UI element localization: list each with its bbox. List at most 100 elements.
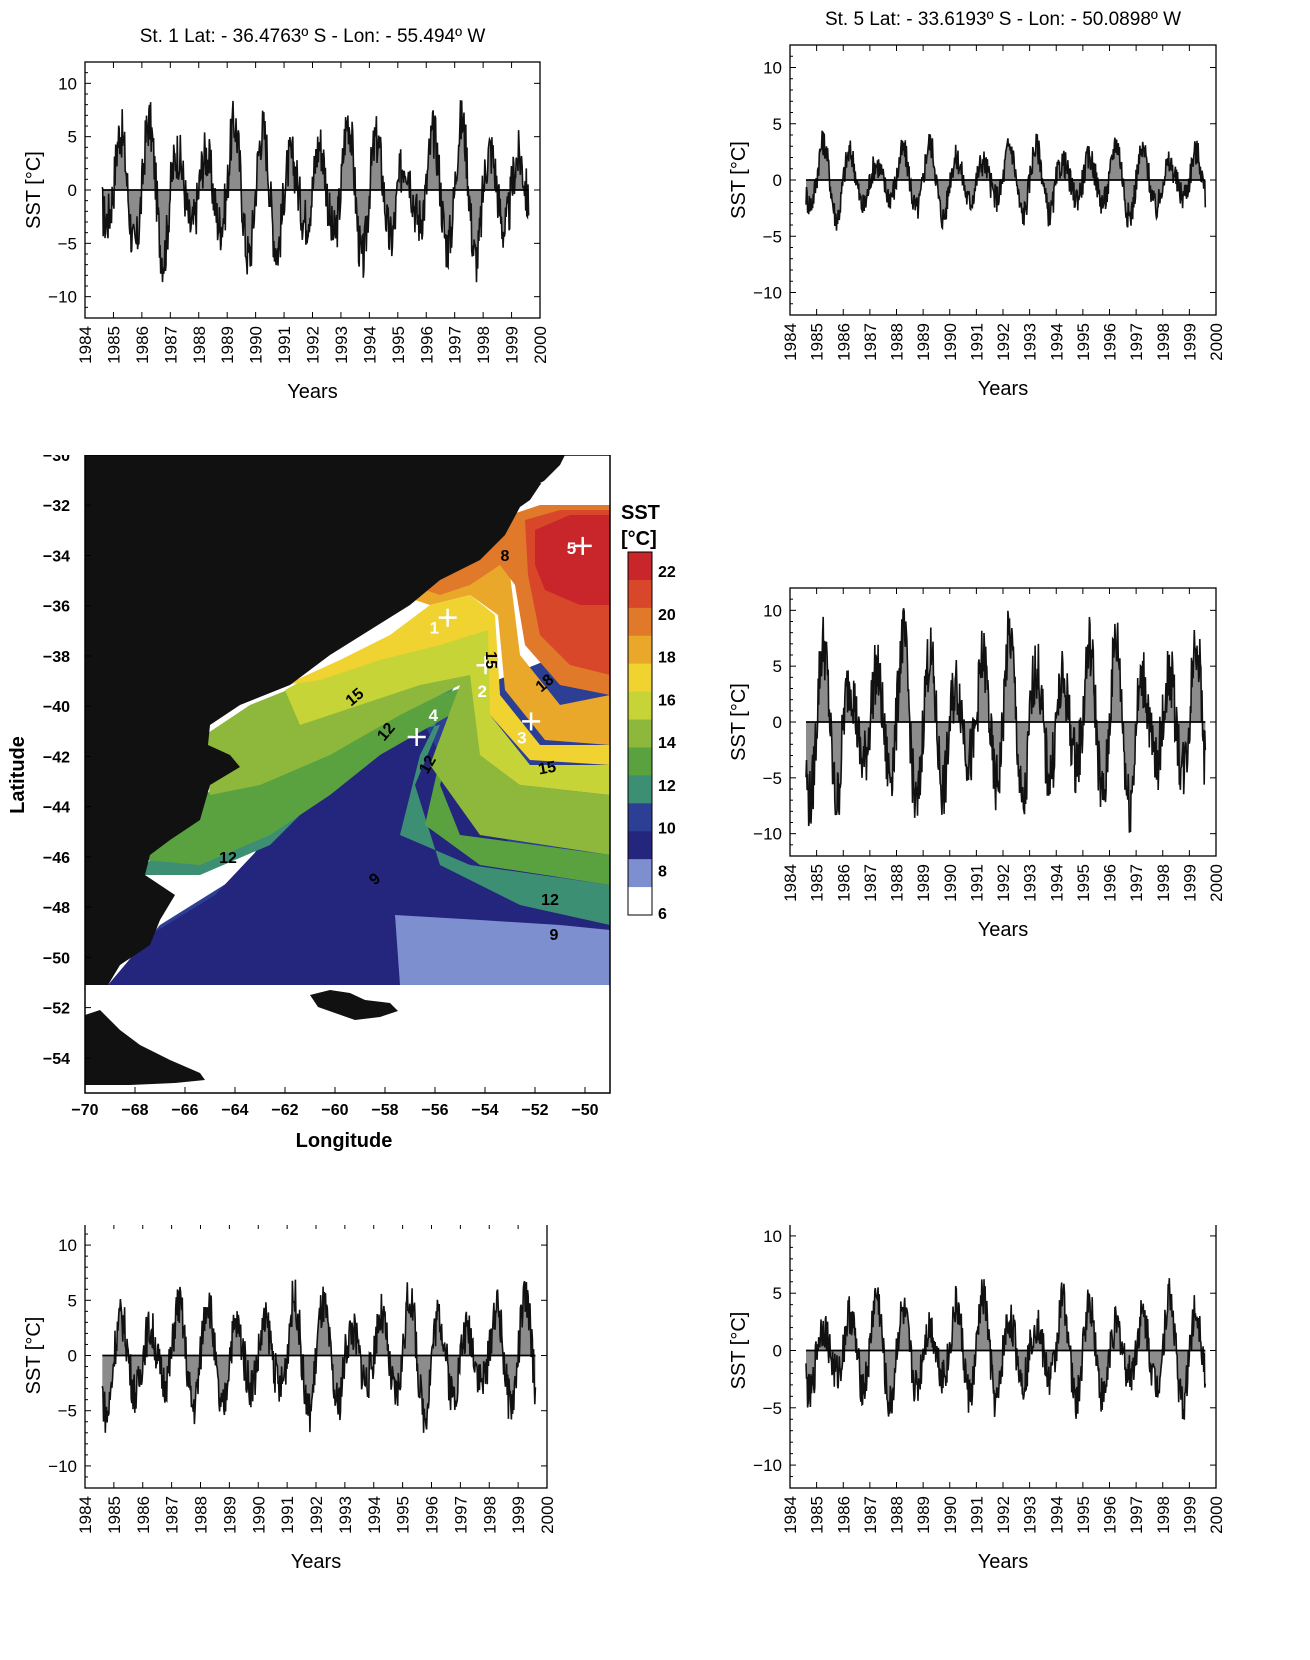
- colorbar-swatch: [628, 719, 652, 748]
- y-tick-label: 10: [763, 601, 782, 620]
- x-tick-label: 1990: [247, 326, 266, 364]
- x-tick-label: 1998: [1154, 1496, 1173, 1534]
- x-tick-label: 1985: [105, 1496, 124, 1534]
- chart-title: St. 5 Lat: - 33.6193º S - Lon: - 50.0898…: [825, 9, 1181, 30]
- x-tick-label: 1994: [1047, 864, 1066, 902]
- x-tick-label: 1992: [994, 323, 1013, 361]
- colorbar-tick-label: 22: [658, 564, 676, 581]
- tierra-del-fuego: [85, 1010, 205, 1085]
- contour-label: 12: [541, 892, 559, 909]
- x-tick-label: 1990: [941, 1496, 960, 1534]
- ocean-13-band: [145, 685, 610, 885]
- x-tick-label: 2000: [531, 326, 550, 364]
- x-tick-label: 1997: [1127, 323, 1146, 361]
- lat-tick-label: −42: [43, 749, 70, 766]
- series-line: [805, 130, 1207, 231]
- timeseries-st5: St. 5 Lat: - 33.6193º S - Lon: - 50.0898…: [728, 9, 1226, 400]
- timeseries-st1: St. 1 Lat: - 36.4763º S - Lon: - 55.494º…: [23, 26, 550, 403]
- series-line: [101, 1279, 537, 1433]
- y-tick-label: −10: [48, 288, 77, 307]
- lat-tick-label: −36: [43, 599, 70, 616]
- y-axis-label: SST [°C]: [728, 1312, 750, 1390]
- x-tick-label: 1996: [423, 1496, 442, 1534]
- x-tick-label: 1997: [1127, 1496, 1146, 1534]
- x-tick-label: 2000: [1207, 323, 1226, 361]
- lat-tick-label: −54: [43, 1051, 70, 1068]
- contour-label: 15: [482, 651, 499, 669]
- x-tick-label: 1984: [781, 323, 800, 361]
- y-axis-label: SST [°C]: [23, 1317, 45, 1395]
- ocean-9-band: [108, 715, 610, 985]
- series-line: [805, 608, 1207, 833]
- x-tick-label: 1987: [161, 326, 180, 364]
- x-tick-label: 1988: [888, 864, 907, 902]
- y-axis-label: SST [°C]: [23, 151, 45, 229]
- x-tick-label: 1988: [888, 323, 907, 361]
- x-tick-label: 1991: [275, 326, 294, 364]
- x-tick-label: 1986: [133, 326, 152, 364]
- colorbar-frame: [627, 551, 653, 916]
- x-tick-label: 1986: [134, 1496, 153, 1534]
- x-tick-label: 1993: [1021, 864, 1040, 902]
- y-tick-label: −10: [753, 825, 782, 844]
- contour-label: 12: [219, 850, 237, 867]
- x-tick-label: 1990: [941, 864, 960, 902]
- sst-map: −70 −68 −66 −64 −62 −60 −58 −56 −54 −52 −50 −30 −32 −…: [7, 455, 676, 1152]
- x-tick-label: 1998: [1154, 864, 1173, 902]
- lon-tick-label: −58: [371, 1102, 398, 1119]
- lat-tick-label: −34: [43, 548, 70, 565]
- lon-tick-label: −50: [571, 1102, 598, 1119]
- brazil-coast-fragment: [540, 460, 575, 493]
- colorbar-title-2: [°C]: [621, 528, 657, 550]
- map-axes: −70 −68 −66 −64 −62 −60 −58 −56 −54 −52 −50 −30 −32 −…: [43, 455, 599, 1119]
- x-tick-label: 1987: [163, 1496, 182, 1534]
- x-tick-label: 1993: [1021, 1496, 1040, 1534]
- x-axis-label: Years: [287, 381, 337, 403]
- x-tick-label: 1991: [278, 1496, 297, 1534]
- x-tick-label: 2000: [538, 1496, 557, 1534]
- x-tick-label: 1986: [834, 1496, 853, 1534]
- x-tick-label: 1995: [394, 1496, 413, 1534]
- contour-label: 15: [537, 759, 558, 779]
- x-tick-label: 1994: [365, 1496, 384, 1534]
- y-tick-label: 10: [58, 1236, 77, 1255]
- series-line: [101, 100, 530, 283]
- x-tick-label: 2000: [1207, 1496, 1226, 1534]
- x-tick-label: 1996: [417, 326, 436, 364]
- colorbar-tick-label: 14: [658, 735, 676, 752]
- colorbar-tick-label: 16: [658, 692, 676, 709]
- chart-title: St. 1 Lat: - 36.4763º S - Lon: - 55.494º…: [140, 26, 486, 47]
- series-area: [805, 1278, 1206, 1420]
- x-tick-label: 1986: [834, 323, 853, 361]
- x-tick-label: 1994: [1047, 1496, 1066, 1534]
- x-tick-label: 1989: [914, 1496, 933, 1534]
- colorbar: SST [°C] 22 20 18 16 14 12 10 8 6: [621, 502, 676, 923]
- x-tick-label: 1999: [1180, 1496, 1199, 1534]
- y-tick-label: 10: [58, 74, 77, 93]
- x-axis-label: Years: [978, 919, 1028, 941]
- y-tick-label: −5: [58, 234, 77, 253]
- y-tick-label: 0: [68, 1347, 77, 1366]
- ocean-16-band: [285, 595, 610, 765]
- x-tick-label: 1998: [474, 326, 493, 364]
- colorbar-swatch: [628, 663, 652, 693]
- x-tick-label: 1997: [446, 326, 465, 364]
- colorbar-tick-label: 8: [658, 863, 667, 880]
- timeseries-st3: St. 3 Lat: - 40.6068º S - Lon: - 52.1551…: [728, 1225, 1226, 1573]
- x-tick-label: 1991: [967, 864, 986, 902]
- x-tick-label: 1986: [834, 864, 853, 902]
- x-tick-label: 1990: [941, 323, 960, 361]
- map-ylabel: Latitude: [7, 736, 29, 814]
- lat-tick-label: −30: [43, 455, 70, 465]
- x-tick-label: 1985: [104, 326, 123, 364]
- y-tick-label: 0: [773, 171, 782, 190]
- colorbar-swatch: [628, 803, 652, 832]
- x-tick-label: 1988: [888, 1496, 907, 1534]
- falkland-islands: [310, 990, 398, 1020]
- lat-tick-label: −32: [43, 498, 70, 515]
- x-tick-label: 1984: [76, 1496, 95, 1534]
- lon-tick-label: −64: [221, 1102, 248, 1119]
- x-tick-label: 1995: [1074, 323, 1093, 361]
- map-field: [85, 455, 610, 1093]
- x-tick-label: 1992: [304, 326, 323, 364]
